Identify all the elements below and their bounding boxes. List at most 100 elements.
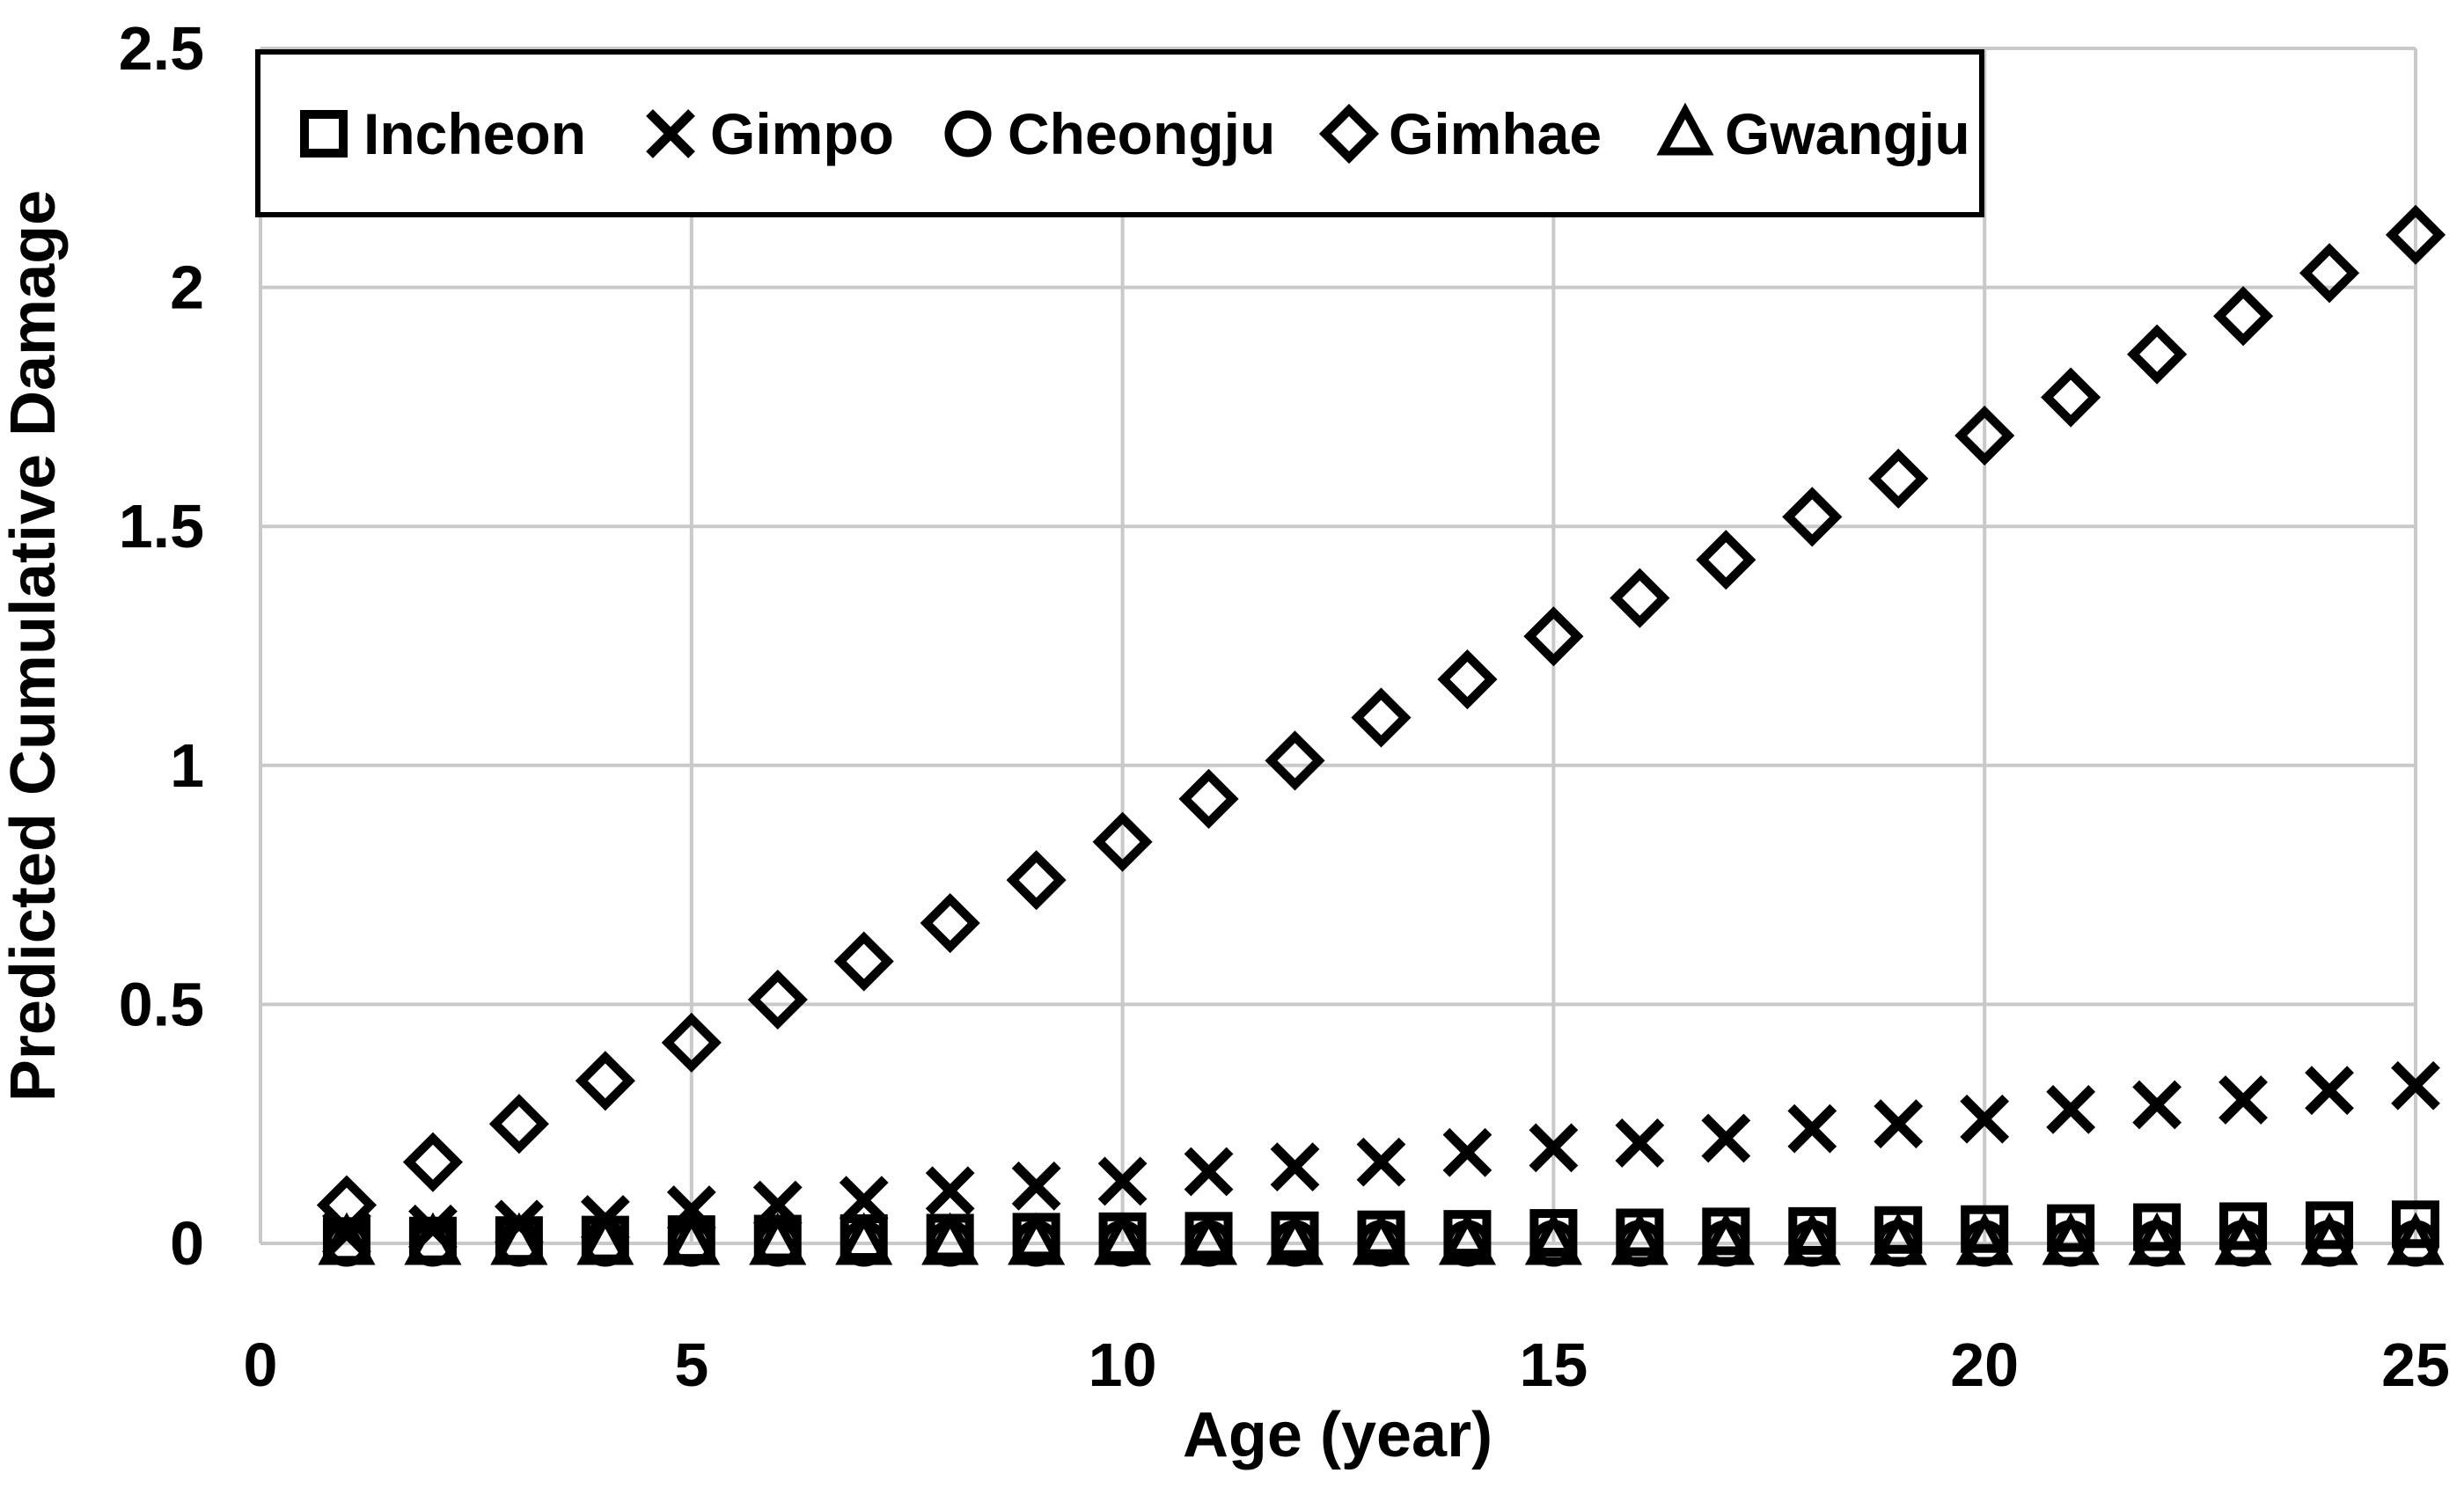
x-marker	[925, 1166, 975, 1216]
triangle-marker	[921, 1212, 979, 1265]
square-marker	[1961, 1205, 2009, 1253]
triangle-marker	[576, 1212, 634, 1265]
x-marker	[1270, 1142, 1320, 1191]
x-marker	[1529, 1123, 1579, 1173]
x-tick-label: 15	[1519, 1330, 1588, 1399]
x-axis-tick-labels: 0 5 10 15 20 25	[244, 1330, 2450, 1399]
triangle-marker	[2300, 1212, 2358, 1265]
y-tick-label: 0	[170, 1209, 204, 1278]
x-marker	[1011, 1161, 1061, 1211]
triangle-marker	[1524, 1212, 1582, 1265]
legend-item-gwangju: Gwangju	[1656, 101, 1970, 166]
triangle-marker	[490, 1212, 548, 1265]
legend-item-cheongju: Cheongju	[944, 101, 1275, 166]
x-marker	[1960, 1094, 2010, 1144]
diamond-marker	[1437, 649, 1498, 710]
legend-label: Gwangju	[1725, 101, 1970, 166]
data-points	[316, 204, 2446, 1267]
x-marker	[1184, 1147, 1234, 1197]
triangle-marker	[404, 1212, 462, 1265]
triangle-marker	[1783, 1212, 1841, 1265]
y-tick-label: 2.5	[119, 14, 204, 83]
legend-label: Incheon	[363, 101, 586, 166]
y-axis-tick-labels: 0 0.5 1 1.5 2 2.5	[119, 14, 204, 1278]
x-axis-title: Age (year)	[1183, 1400, 1492, 1470]
diamond-marker	[2213, 286, 2274, 347]
square-marker	[2219, 1202, 2268, 1250]
triangle-marker	[835, 1212, 893, 1265]
square-marker	[2306, 1201, 2354, 1250]
triangle-marker	[1610, 1212, 1668, 1265]
x-marker	[646, 109, 695, 158]
x-tick-label: 25	[2381, 1330, 2450, 1399]
triangle-marker	[663, 1212, 721, 1265]
y-tick-label: 1	[170, 731, 204, 800]
x-marker	[1442, 1127, 1492, 1177]
square-marker	[300, 110, 348, 158]
x-marker	[2305, 1066, 2354, 1116]
diamond-marker	[747, 969, 808, 1030]
square-marker	[1874, 1206, 1923, 1254]
x-tick-label: 5	[674, 1330, 708, 1399]
diamond-marker	[2385, 204, 2446, 265]
square-marker	[2047, 1204, 2095, 1252]
triangle-marker	[1352, 1212, 1411, 1265]
y-tick-label: 1.5	[119, 492, 204, 561]
triangle-marker	[1265, 1212, 1324, 1265]
diamond-marker	[1006, 850, 1067, 911]
diamond-marker	[661, 1012, 722, 1073]
x-marker	[752, 1180, 803, 1230]
legend-item-gimpo: Gimpo	[646, 101, 894, 166]
legend-label: Cheongju	[1008, 101, 1275, 166]
legend: Incheon Gimpo Cheongju Gimhae Gwangju	[255, 49, 1984, 217]
diamond-marker	[1265, 730, 1325, 791]
square-marker	[2133, 1203, 2182, 1251]
diamond-marker	[2299, 243, 2360, 304]
x-marker	[1874, 1099, 1924, 1149]
diamond-marker	[488, 1094, 549, 1154]
triangle-marker	[318, 1212, 376, 1265]
x-tick-label: 20	[1950, 1330, 2019, 1399]
diamond-marker	[316, 1175, 378, 1235]
triangle-marker	[2042, 1212, 2100, 1265]
triangle-marker	[1438, 1212, 1497, 1265]
triangle-marker	[1955, 1212, 2013, 1265]
series-gwangju	[318, 1212, 2445, 1265]
diamond-marker	[1351, 687, 1412, 748]
diamond-marker	[2041, 367, 2101, 428]
y-axis-title: Predicted Cumulative Damage	[0, 190, 69, 1102]
gridlines	[259, 47, 2417, 1245]
legend-item-incheon: Incheon	[300, 101, 586, 166]
diamond-marker	[1092, 811, 1153, 872]
x-tick-label: 10	[1089, 1330, 1157, 1399]
x-tick-label: 0	[244, 1330, 278, 1399]
diamond-marker	[1318, 103, 1380, 165]
triangle-marker	[749, 1212, 807, 1265]
triangle-marker	[2128, 1212, 2186, 1265]
x-marker	[2391, 1060, 2440, 1111]
diamond-marker	[1178, 768, 1239, 829]
diamond-marker	[920, 892, 980, 954]
x-marker	[1615, 1118, 1665, 1168]
triangle-marker	[2387, 1212, 2445, 1265]
diamond-marker	[1610, 568, 1670, 628]
triangle-marker	[1697, 1212, 1755, 1265]
x-marker	[2218, 1075, 2268, 1125]
triangle-marker	[1656, 102, 1714, 156]
triangle-marker	[1179, 1212, 1238, 1265]
x-marker	[1356, 1137, 1406, 1187]
diamond-marker	[1868, 448, 1929, 509]
x-marker	[1097, 1156, 1148, 1206]
diamond-marker	[833, 931, 894, 992]
x-marker	[1701, 1113, 1751, 1163]
square-marker	[2392, 1200, 2439, 1249]
diamond-marker	[1782, 487, 1843, 547]
legend-label: Gimhae	[1389, 101, 1602, 166]
y-tick-label: 2	[170, 253, 204, 322]
diamond-marker	[2127, 324, 2188, 385]
triangle-marker	[1094, 1212, 1152, 1265]
circle-marker	[944, 110, 992, 158]
diamond-marker	[575, 1051, 635, 1111]
triangle-marker	[1869, 1212, 1927, 1265]
